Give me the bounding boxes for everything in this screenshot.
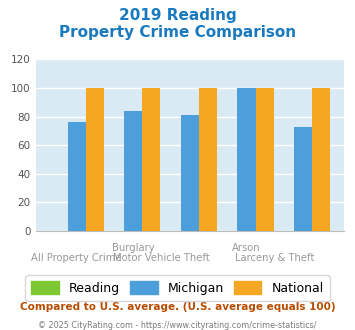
Text: Property Crime Comparison: Property Crime Comparison xyxy=(59,25,296,40)
Bar xyxy=(68,122,86,231)
Text: All Property Crime: All Property Crime xyxy=(32,253,122,263)
Text: 2019 Reading: 2019 Reading xyxy=(119,8,236,23)
Text: Compared to U.S. average. (U.S. average equals 100): Compared to U.S. average. (U.S. average … xyxy=(20,302,335,312)
Bar xyxy=(86,88,104,231)
Bar xyxy=(237,88,256,231)
Bar xyxy=(294,127,312,231)
Text: Arson: Arson xyxy=(232,243,261,252)
Bar xyxy=(256,88,274,231)
Bar xyxy=(181,115,199,231)
Text: Motor Vehicle Theft: Motor Vehicle Theft xyxy=(113,253,210,263)
Bar xyxy=(142,88,160,231)
Bar xyxy=(312,88,330,231)
Text: © 2025 CityRating.com - https://www.cityrating.com/crime-statistics/: © 2025 CityRating.com - https://www.city… xyxy=(38,321,317,330)
Bar xyxy=(124,111,142,231)
Text: Burglary: Burglary xyxy=(112,243,155,252)
Bar xyxy=(199,88,217,231)
Text: Larceny & Theft: Larceny & Theft xyxy=(235,253,315,263)
Legend: Reading, Michigan, National: Reading, Michigan, National xyxy=(25,275,330,301)
